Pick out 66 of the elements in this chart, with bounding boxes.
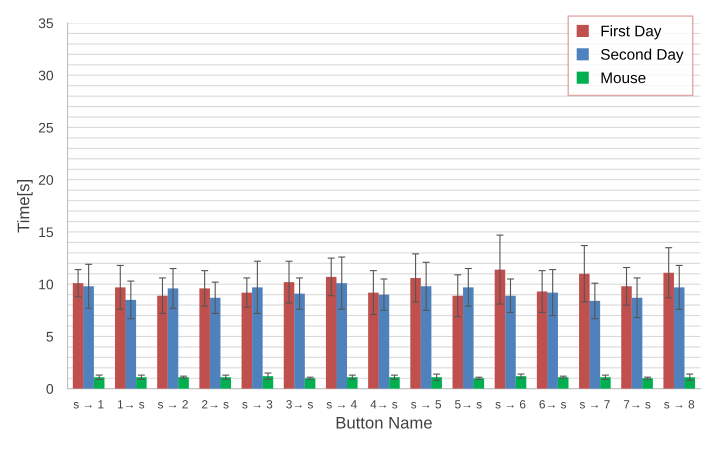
bar	[516, 376, 526, 389]
bar	[168, 288, 178, 389]
y-axis-title: Time[s]	[17, 180, 33, 232]
bar	[410, 278, 421, 389]
bar	[199, 288, 210, 389]
bar	[663, 272, 674, 389]
y-tick-label: 0	[46, 384, 54, 394]
bar	[262, 376, 274, 389]
y-tick-label: 15	[39, 227, 54, 238]
y-tick-label: 10	[39, 280, 54, 290]
bar	[621, 286, 632, 389]
bar	[547, 292, 558, 389]
bar	[684, 377, 696, 389]
x-tick-label: s → 7	[580, 400, 610, 408]
x-tick-label: s → 4	[326, 400, 357, 408]
x-tick-label: 7→ s	[624, 400, 650, 408]
bar	[558, 377, 569, 389]
x-tick-label: 4→ s	[370, 400, 398, 408]
bar	[294, 294, 305, 389]
bar	[242, 292, 252, 389]
x-tick-label: s → 8	[664, 400, 694, 408]
bar	[178, 377, 189, 389]
x-tick-label: 6→ s	[540, 400, 566, 408]
y-tick-label: 5	[46, 332, 54, 342]
legend-label: Mouse	[602, 72, 646, 84]
bar	[579, 274, 590, 389]
x-axis-title: Button Name	[336, 416, 432, 429]
bar	[632, 298, 642, 389]
y-tick-label: 25	[38, 122, 54, 133]
x-tick-label: 3→ s	[286, 400, 313, 408]
bar	[452, 296, 464, 389]
bar	[590, 300, 600, 389]
bar	[326, 276, 336, 389]
bar	[126, 300, 136, 389]
bar	[83, 286, 94, 389]
bar	[505, 296, 516, 389]
y-tick-label: 30	[38, 70, 54, 80]
bar	[368, 292, 379, 389]
bar	[536, 292, 548, 389]
x-tick-label: 1→ s	[118, 400, 144, 408]
bar	[674, 287, 685, 389]
bar	[210, 298, 220, 389]
bar	[115, 287, 126, 389]
y-tick-label: 35	[38, 18, 54, 28]
x-tick-label: s → 1	[74, 400, 104, 408]
y-tick-label: 20	[38, 175, 54, 185]
bar	[431, 377, 442, 389]
bar	[378, 294, 390, 389]
x-tick-label: 2→ s	[202, 400, 229, 408]
legend-label: Second Day	[601, 48, 684, 63]
bar	[72, 283, 84, 389]
bar	[157, 296, 168, 389]
bar	[494, 270, 506, 389]
x-tick-label: s → 6	[495, 400, 526, 408]
legend-label: First Day	[602, 25, 662, 40]
x-tick-label: s → 2	[158, 400, 188, 408]
bar	[336, 283, 348, 389]
bar	[420, 286, 432, 389]
bar	[389, 377, 400, 389]
x-tick-label: s → 3	[242, 400, 272, 408]
bar	[600, 377, 611, 389]
x-tick-label: 5→ s	[455, 400, 482, 408]
bar	[252, 287, 263, 389]
bar	[284, 282, 294, 389]
x-tick-label: s → 5	[411, 400, 442, 408]
bar	[463, 287, 474, 389]
